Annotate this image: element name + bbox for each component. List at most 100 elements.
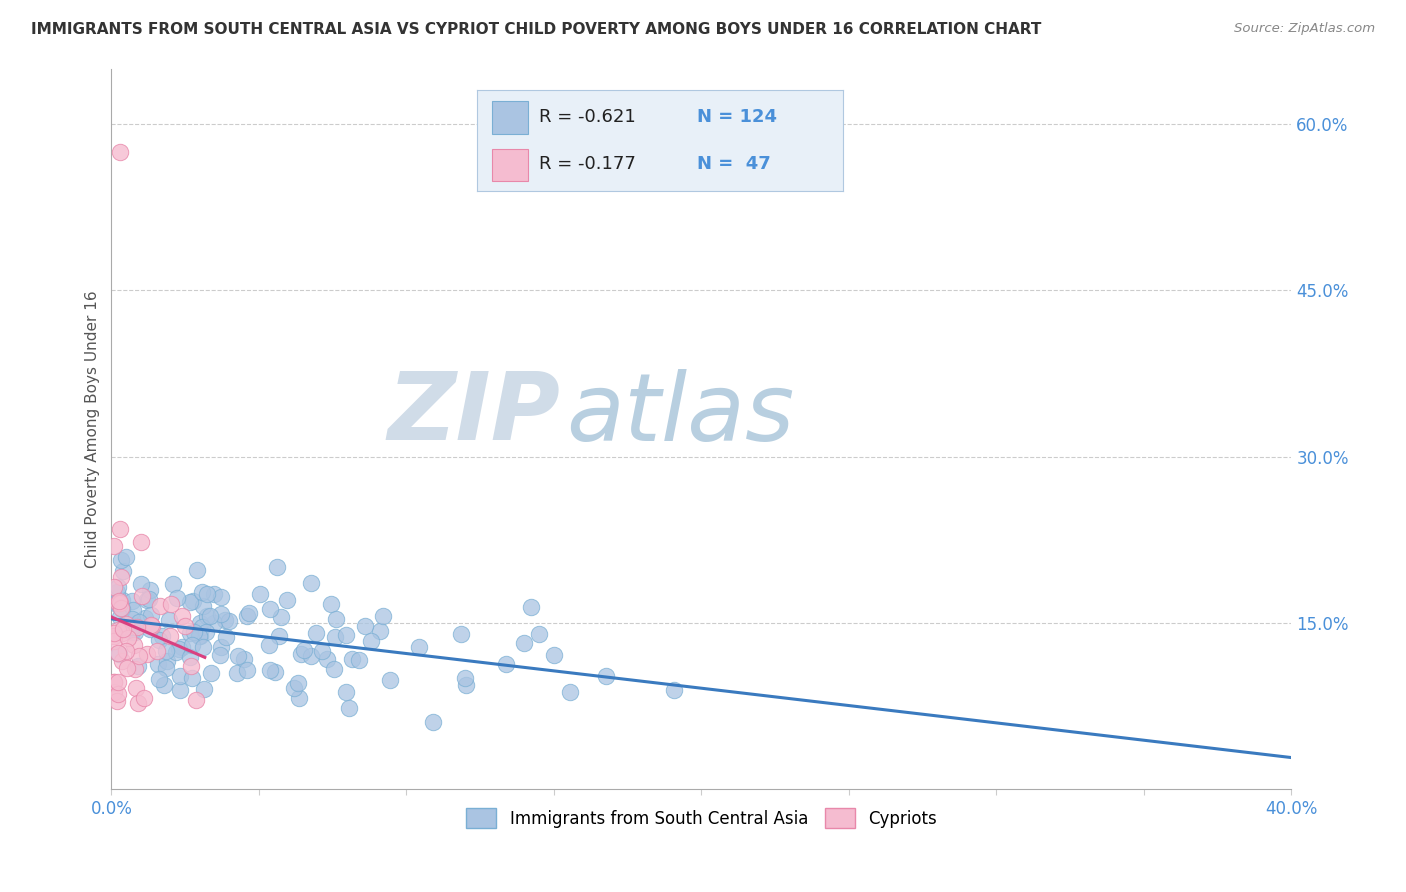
Point bbox=[191, 640, 214, 655]
Point bbox=[129, 534, 152, 549]
Point bbox=[218, 614, 240, 628]
Point bbox=[513, 636, 536, 650]
Point bbox=[146, 657, 169, 671]
Point bbox=[107, 646, 129, 660]
Point bbox=[495, 657, 517, 672]
Point bbox=[114, 550, 136, 565]
Point bbox=[159, 597, 181, 611]
Point bbox=[108, 593, 131, 607]
Legend: Immigrants from South Central Asia, Cypriots: Immigrants from South Central Asia, Cypr… bbox=[460, 801, 943, 835]
Point bbox=[170, 608, 193, 623]
Point bbox=[209, 607, 232, 621]
Point bbox=[188, 629, 211, 643]
Point bbox=[134, 611, 156, 625]
Point bbox=[191, 584, 214, 599]
Point bbox=[450, 626, 472, 640]
Point bbox=[259, 663, 281, 677]
Point bbox=[316, 652, 339, 666]
Point bbox=[198, 608, 221, 623]
Point bbox=[122, 638, 145, 652]
Point bbox=[122, 603, 145, 617]
Point bbox=[288, 691, 311, 706]
Point bbox=[202, 615, 225, 630]
Point bbox=[127, 696, 149, 710]
Point bbox=[232, 652, 254, 666]
Point bbox=[135, 593, 157, 607]
Point bbox=[111, 625, 134, 640]
Point bbox=[194, 625, 217, 640]
Point bbox=[193, 681, 215, 696]
Point bbox=[127, 659, 149, 673]
Point bbox=[311, 644, 333, 658]
Point bbox=[368, 624, 391, 639]
Point bbox=[138, 591, 160, 606]
Point bbox=[560, 685, 582, 699]
Point bbox=[108, 522, 131, 536]
Point bbox=[266, 560, 288, 574]
Point bbox=[121, 620, 143, 634]
Point bbox=[209, 648, 232, 662]
Point bbox=[125, 620, 148, 634]
Point bbox=[117, 631, 139, 645]
Point bbox=[215, 630, 238, 644]
Point bbox=[283, 681, 305, 695]
Point bbox=[209, 640, 232, 654]
Point bbox=[162, 576, 184, 591]
Point bbox=[105, 585, 128, 599]
Point bbox=[121, 594, 143, 608]
Point bbox=[153, 678, 176, 692]
Point bbox=[337, 700, 360, 714]
Point bbox=[112, 564, 135, 578]
Point bbox=[155, 660, 177, 674]
Point bbox=[103, 675, 125, 690]
Point bbox=[159, 629, 181, 643]
Point bbox=[131, 589, 153, 603]
Point bbox=[107, 596, 129, 610]
Point bbox=[103, 675, 125, 690]
Point bbox=[191, 599, 214, 613]
Point bbox=[156, 654, 179, 668]
Point bbox=[105, 597, 128, 611]
Point bbox=[186, 693, 208, 707]
Point bbox=[165, 645, 187, 659]
Point bbox=[103, 580, 125, 594]
Point bbox=[169, 669, 191, 683]
Text: Source: ZipAtlas.com: Source: ZipAtlas.com bbox=[1234, 22, 1375, 36]
Point bbox=[108, 610, 131, 624]
Text: ZIP: ZIP bbox=[387, 368, 560, 460]
Point bbox=[124, 681, 146, 696]
Point bbox=[132, 690, 155, 705]
Point bbox=[249, 587, 271, 601]
Point bbox=[103, 625, 125, 640]
Point bbox=[172, 640, 194, 654]
Point bbox=[121, 612, 143, 626]
Point bbox=[335, 685, 357, 699]
Point bbox=[323, 630, 346, 644]
Point bbox=[110, 553, 132, 567]
Point bbox=[422, 714, 444, 729]
Point bbox=[183, 594, 205, 608]
Point bbox=[108, 647, 131, 661]
Point bbox=[148, 632, 170, 647]
Point bbox=[290, 647, 312, 661]
Point bbox=[287, 676, 309, 690]
Point bbox=[103, 539, 125, 553]
Point bbox=[263, 665, 285, 679]
Point bbox=[114, 616, 136, 631]
Point bbox=[179, 625, 201, 640]
Point bbox=[236, 609, 259, 624]
Point bbox=[139, 608, 162, 623]
Point bbox=[180, 639, 202, 653]
Point bbox=[195, 608, 218, 623]
Point bbox=[129, 577, 152, 591]
Point bbox=[150, 629, 173, 643]
Point bbox=[179, 650, 201, 665]
Point bbox=[529, 627, 551, 641]
Point bbox=[115, 644, 138, 658]
Point bbox=[191, 620, 214, 634]
Point bbox=[111, 622, 134, 636]
Point bbox=[200, 666, 222, 681]
Point bbox=[105, 595, 128, 609]
Point bbox=[135, 647, 157, 661]
Point bbox=[169, 683, 191, 698]
